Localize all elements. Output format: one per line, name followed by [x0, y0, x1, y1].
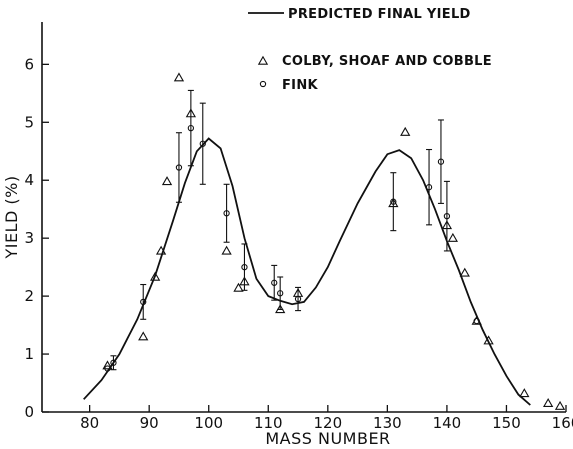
legend-label-predicted: PREDICTED FINAL YIELD	[288, 7, 471, 22]
x-axis-title: MASS NUMBER	[265, 429, 390, 448]
fink-data-point	[443, 213, 451, 220]
y-axis-title: YIELD (%)	[2, 175, 21, 259]
y-tick-label: 6	[24, 55, 34, 73]
x-tick-label: 120	[313, 414, 342, 432]
colby-data-point	[519, 388, 530, 398]
fink-data-point	[473, 317, 480, 325]
colby-data-point	[554, 400, 566, 410]
x-tick-label: 110	[254, 414, 283, 432]
fink-data-point	[294, 295, 302, 303]
y-tick-label: 1	[24, 345, 34, 363]
x-tick-label: 130	[373, 414, 402, 432]
colby-data-point	[221, 245, 232, 255]
fink-data-point	[187, 124, 195, 132]
legend-label-colby: COLBY, SHOAF AND COBBLE	[282, 54, 492, 69]
fink-data-point	[425, 184, 433, 191]
fink-data-point	[277, 290, 284, 297]
fink-data-point	[437, 158, 445, 165]
y-tick-label: 2	[24, 287, 34, 305]
legend-triangle-marker	[257, 55, 269, 65]
y-tick-label: 4	[24, 171, 34, 189]
fink-error-bar	[271, 264, 278, 301]
fink-error-bar	[277, 276, 284, 310]
fink-error-bar	[187, 89, 194, 167]
y-tick-label: 0	[24, 403, 34, 421]
x-tick-label: 90	[140, 414, 159, 432]
fink-error-bar	[140, 283, 147, 320]
fink-data-point	[199, 140, 206, 147]
colby-data-point	[400, 126, 411, 136]
colby-data-point	[155, 245, 167, 255]
x-tick-label: 80	[80, 414, 99, 432]
legend-triangle-swatch	[257, 55, 269, 65]
colby-data-point	[447, 232, 459, 242]
colby-data-point	[173, 72, 185, 82]
fink-error-bar	[426, 148, 433, 226]
x-tick-label: 150	[492, 414, 521, 432]
fink-error-bar	[110, 355, 117, 371]
legend: PREDICTED FINAL YIELD COLBY, SHOAF AND C…	[248, 7, 492, 93]
fink-error-bar	[223, 183, 230, 243]
colby-data-point	[233, 282, 244, 292]
fink-error-bar	[443, 180, 450, 252]
fink-data-point	[140, 298, 147, 306]
y-tick-label: 5	[24, 113, 34, 131]
fink-error-bar	[241, 243, 248, 291]
fink-data-point	[110, 359, 117, 366]
fink-error-bar	[295, 286, 302, 312]
colby-data-point	[102, 360, 113, 370]
series-layer	[83, 72, 566, 410]
colby-data-point	[483, 335, 494, 345]
fink-data-point	[175, 164, 183, 171]
x-tick-label: 100	[194, 414, 223, 432]
fink-data-point	[104, 365, 111, 372]
fink-error-bar	[437, 119, 444, 204]
legend-label-fink: FINK	[282, 78, 318, 93]
x-tick-label: 140	[433, 414, 462, 432]
fink-data-point	[390, 198, 397, 205]
x-tick-label: 160	[552, 414, 573, 432]
colby-data-point	[459, 267, 470, 277]
colby-data-point	[542, 398, 554, 408]
colby-data-point	[161, 176, 173, 186]
legend-circle-swatch	[259, 80, 267, 88]
colby-data-point	[149, 271, 161, 281]
axes	[41, 22, 566, 413]
fink-error-bar	[175, 132, 182, 203]
fink-error-bar	[390, 172, 397, 232]
colby-data-point	[138, 331, 149, 341]
fink-data-point	[223, 210, 230, 217]
fink-data-point	[241, 263, 248, 271]
ticks: 80 90 100 110 120 130 140 150 160 0 1 2 3 4 5 6	[24, 55, 573, 432]
fink-error-bar	[199, 102, 206, 185]
fink-data-point	[271, 279, 278, 286]
predicted-yield-curve	[83, 137, 531, 406]
y-tick-label: 3	[24, 229, 34, 247]
